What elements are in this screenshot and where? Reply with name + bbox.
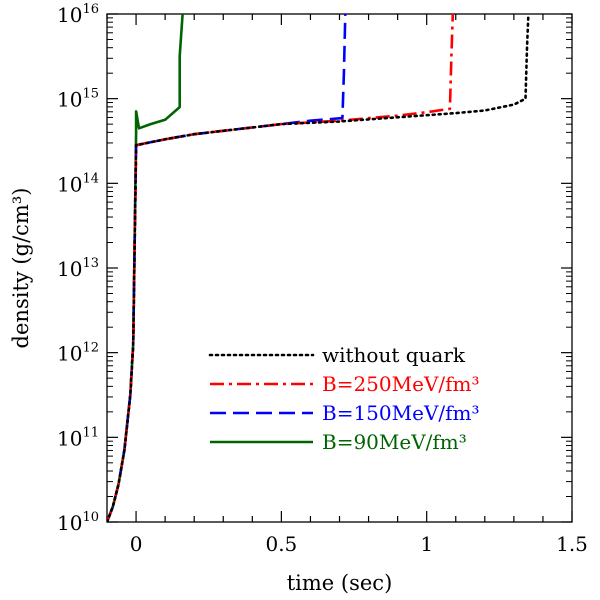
legend-label-1: B=250MeV/fm³ bbox=[322, 372, 480, 396]
y-tick-label: 1014 bbox=[57, 171, 99, 196]
series-line-2 bbox=[107, 14, 347, 522]
x-tick-label: 0.5 bbox=[265, 532, 297, 556]
y-tick-label: 1011 bbox=[57, 425, 99, 450]
legend-label-0: without quark bbox=[322, 343, 466, 367]
legend-label-3: B=90MeV/fm³ bbox=[322, 430, 467, 454]
series-line-3 bbox=[107, 14, 184, 522]
y-tick-label: 1015 bbox=[57, 87, 99, 112]
axis-tick-labels: 0 0.5 1 1.5 1010 1011 1012 1013 1014 1015 1016 bbox=[57, 2, 588, 556]
legend: without quark B=250MeV/fm³ B=150MeV/fm³ B=9… bbox=[208, 343, 480, 454]
y-tick-label: 1016 bbox=[57, 2, 99, 27]
x-axis-label: time (sec) bbox=[287, 571, 393, 595]
data-series bbox=[107, 14, 530, 522]
y-tick-label: 1012 bbox=[57, 341, 99, 366]
y-axis-label: density (g/cm³) bbox=[9, 188, 33, 349]
series-line-0 bbox=[107, 14, 530, 522]
y-tick-label: 1010 bbox=[57, 510, 99, 535]
x-tick-label: 1 bbox=[420, 532, 433, 556]
axis-ticks bbox=[106, 13, 573, 523]
legend-label-2: B=150MeV/fm³ bbox=[322, 401, 480, 425]
y-tick-label: 1013 bbox=[57, 256, 99, 281]
x-tick-label: 1.5 bbox=[556, 532, 588, 556]
x-tick-label: 0 bbox=[130, 532, 143, 556]
